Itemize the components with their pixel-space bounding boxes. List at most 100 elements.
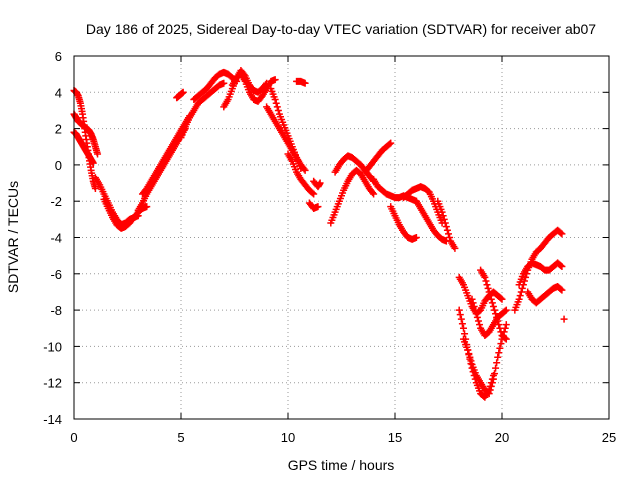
x-axis-label: GPS time / hours (288, 457, 395, 473)
data-point (491, 306, 499, 314)
data-point (486, 292, 494, 300)
data-point (461, 330, 469, 338)
data-point (557, 229, 565, 237)
y-tick-label: 4 (55, 85, 62, 100)
data-point (498, 295, 506, 303)
y-tick-label: -10 (43, 339, 62, 354)
data-point (220, 79, 228, 87)
data-point (501, 334, 509, 342)
data-point (502, 335, 510, 343)
data-point (484, 284, 492, 292)
data-point (387, 139, 395, 147)
data-point (272, 99, 280, 107)
data-point (143, 203, 151, 211)
data-points (70, 67, 568, 401)
grid-lines (74, 56, 609, 419)
data-point (558, 263, 566, 271)
data-point (493, 313, 501, 321)
x-tick-label: 20 (495, 430, 509, 445)
data-point (557, 285, 565, 293)
data-point (466, 355, 474, 363)
x-tick-label: 5 (177, 430, 184, 445)
data-point (309, 189, 317, 197)
data-point (487, 379, 495, 387)
data-point (515, 295, 523, 303)
data-point (489, 302, 497, 310)
data-point (558, 286, 566, 294)
data-point (462, 335, 470, 343)
data-point (445, 230, 452, 238)
data-point (91, 184, 99, 192)
data-point (522, 273, 530, 281)
data-point (471, 306, 479, 314)
data-point (473, 313, 481, 321)
data-point (386, 140, 394, 148)
data-point (471, 375, 479, 383)
data-point (89, 159, 97, 167)
data-point (492, 310, 500, 318)
data-point (502, 321, 510, 329)
data-point (470, 371, 478, 379)
y-axis-label: SDTVAR / TECUs (5, 181, 21, 293)
data-point (496, 344, 504, 352)
data-point (495, 321, 503, 329)
data-point (458, 320, 466, 328)
y-tick-label: -2 (50, 194, 62, 209)
data-point (274, 106, 282, 114)
data-point (459, 324, 467, 332)
y-tick-label: -12 (43, 376, 62, 391)
data-point (474, 317, 482, 325)
data-point (271, 76, 279, 84)
data-point (482, 277, 490, 285)
data-point (439, 212, 447, 220)
data-point (463, 341, 471, 349)
data-point (560, 315, 568, 323)
data-point (501, 307, 509, 315)
data-point (468, 364, 476, 372)
data-point (442, 223, 450, 231)
data-point (517, 288, 525, 296)
y-tick-label: -8 (50, 303, 62, 318)
data-point (481, 273, 489, 281)
data-point (488, 375, 496, 383)
data-point (457, 315, 465, 323)
data-point (483, 281, 491, 289)
data-point (455, 306, 463, 314)
data-point (446, 234, 454, 241)
data-point (488, 299, 496, 307)
data-point (451, 244, 459, 252)
y-tick-label: 6 (55, 49, 62, 64)
data-point (179, 88, 187, 96)
data-point (464, 346, 472, 354)
data-point (456, 311, 464, 319)
data-point (496, 324, 504, 332)
data-point (497, 294, 505, 302)
data-point (469, 299, 477, 307)
x-tick-label: 0 (70, 430, 77, 445)
data-point (438, 208, 446, 216)
data-point (297, 165, 305, 173)
data-point (495, 349, 503, 357)
data-point (412, 234, 420, 241)
data-point (273, 103, 281, 111)
data-point (316, 179, 324, 187)
chart-title: Day 186 of 2025, Sidereal Day-to-day VTE… (86, 21, 596, 37)
plot-frame (73, 55, 610, 420)
data-point (518, 284, 526, 292)
data-point (502, 306, 510, 314)
data-point (441, 219, 449, 227)
data-point (370, 190, 378, 198)
y-tick-label: 2 (55, 122, 62, 137)
data-point (557, 262, 565, 270)
data-point (443, 226, 451, 234)
data-point (492, 364, 500, 372)
data-point (476, 321, 484, 329)
data-point (485, 386, 493, 394)
axis-ticks: 0 5 10 15 20 25 -14 -12 -10 -8 -6 -4 -2 0 2 4 6 (43, 49, 616, 445)
y-tick-label: 0 (55, 158, 62, 173)
x-tick-label: 25 (602, 430, 616, 445)
data-point (493, 359, 501, 367)
data-point (486, 382, 494, 390)
y-tick-label: -6 (50, 267, 62, 282)
x-tick-label: 15 (388, 430, 402, 445)
